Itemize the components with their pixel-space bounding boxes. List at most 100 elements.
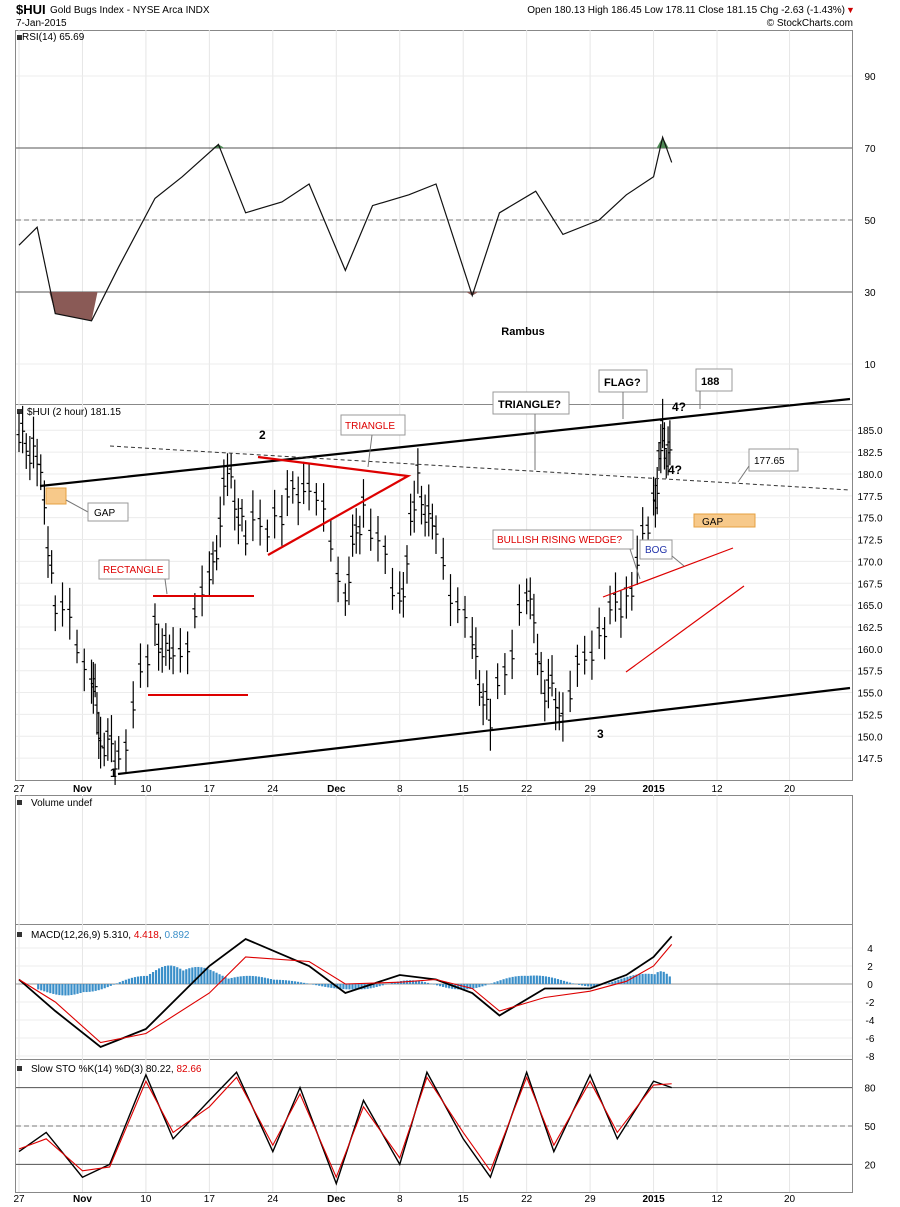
price-legend-swatch (17, 409, 22, 414)
macd-hist-bar-0-4 (49, 984, 52, 994)
wedge-upper (602, 547, 734, 598)
macd-hist-bar-9-19 (584, 984, 587, 986)
wave-1-label: 1 (110, 766, 117, 780)
price-y-tick-0: 147.5 (857, 754, 882, 765)
price-panel-frame (15, 404, 853, 781)
macd-hist-bar-10-17 (641, 973, 644, 984)
sto-legend: Slow STO %K(14) %D(3) 80.22, 82.66 (31, 1064, 202, 1075)
macd-hist-bar-8-9 (490, 983, 493, 984)
x-tick-label-upper-5: Dec (327, 784, 346, 795)
wave-2-label: 2 (259, 428, 266, 442)
macd-hist-bar-7-13 (448, 984, 451, 989)
macd-hist-bar-8-12 (499, 980, 502, 984)
macd-hist-bar-2-4 (158, 968, 161, 984)
macd-hist-bar-3-3 (191, 967, 194, 984)
macd-hist-bar-9-7 (547, 976, 551, 984)
level-callout (748, 448, 799, 472)
sto-legend-swatch (17, 1066, 22, 1071)
sto-k-line (18, 1070, 672, 1186)
rambus-label: Rambus (501, 326, 544, 338)
wave-3-label: 3 (597, 727, 604, 741)
macd-hist-bar-9-2 (532, 975, 535, 984)
macd-hist-bar-5-7 (293, 981, 297, 984)
quote-line: Open 180.13 High 186.45 Low 178.11 Close… (527, 5, 845, 16)
macd-hist-bar-9-9 (553, 978, 557, 984)
macd-hist-bar-1-13 (121, 980, 124, 984)
macd-hist-bar-4-12 (263, 977, 266, 984)
macd-panel-frame (15, 924, 853, 1060)
index-name: Gold Bugs Index - NYSE Arca INDX (50, 5, 210, 16)
price-y-tick-4: 157.5 (857, 667, 882, 678)
macd-hist-bar-5-24 (345, 984, 348, 990)
macd-hist-bar-7-16 (457, 984, 460, 990)
macd-hist-bar-8-16 (511, 976, 514, 984)
macd-y-tick-2: -4 (866, 1016, 875, 1027)
wedge-pointer (629, 548, 641, 580)
macd-hist-bar-0-13 (76, 984, 79, 994)
macd-hist-bar-5-18 (327, 984, 330, 988)
macd-hist-bar-8-14 (505, 978, 508, 984)
x-tick-label-upper-8: 22 (521, 784, 533, 795)
macd-hist-bar-11-5 (668, 976, 671, 984)
rsi-line (18, 135, 673, 322)
macd-hist-bar-4-2 (233, 977, 236, 984)
rsi-legend-swatch (17, 35, 22, 40)
macd-hist-bar-1-3 (91, 984, 94, 992)
macd-hist-bar-10-9 (617, 979, 620, 984)
symbol-label: $HUI (16, 2, 46, 17)
macd-hist-bar-6-9 (381, 984, 384, 986)
price-y-tick-14: 182.5 (857, 448, 882, 459)
macd-hist-bar-11-3 (662, 971, 665, 984)
macd-hist-bar-9-3 (535, 975, 538, 984)
macd-hist-bar-2-3 (154, 970, 158, 984)
macd-hist-bar-0-8 (61, 984, 64, 996)
macd-hist-bar-3-12 (218, 974, 221, 984)
triangle-q-callout (492, 391, 570, 415)
x-tick-label-lower-1: Nov (73, 1194, 92, 1205)
rsi-y-tick-3: 70 (864, 144, 876, 155)
macd-hist-bar-1-16 (130, 977, 134, 984)
macd-hist-bar-6-1 (357, 984, 360, 990)
macd-hist-bar-0-6 (55, 984, 58, 995)
macd-hist-bar-6-7 (375, 984, 378, 987)
macd-hist-bar-6-6 (372, 984, 375, 988)
macd-hist-bar-11-0 (653, 974, 656, 984)
volume-panel-frame (15, 795, 853, 925)
macd-hist-bar-7-2 (414, 980, 418, 984)
macd-hist-bar-1-9 (109, 984, 112, 986)
x-tick-label-upper-3: 17 (204, 784, 216, 795)
x-tick-label-lower-9: 29 (585, 1194, 597, 1205)
x-tick-label-lower-7: 15 (458, 1194, 470, 1205)
rsi-oversold-fill-4 (49, 292, 98, 321)
macd-hist-bar-4-5 (242, 976, 245, 984)
macd-line (18, 935, 673, 1049)
x-tick-label-lower-4: 24 (267, 1194, 279, 1205)
macd-hist-value: 0.892 (164, 930, 189, 941)
macd-hist-bar-4-11 (260, 977, 263, 984)
level-label: 177.65 (754, 456, 785, 467)
macd-hist-bar-4-9 (254, 976, 257, 984)
macd-hist-bar-0-3 (46, 984, 49, 993)
macd-hist-bar-0-14 (79, 984, 82, 994)
price-y-tick-11: 175.0 (857, 514, 882, 525)
macd-hist-bar-10-7 (611, 981, 614, 984)
macd-hist-bar-9-18 (581, 984, 584, 986)
rsi-y-tick-0: 10 (864, 360, 876, 371)
wedge-callout (492, 529, 634, 550)
price-y-tick-2: 152.5 (857, 710, 882, 721)
change-down-icon: ▼ (846, 5, 855, 15)
x-tick-label-lower-10: 2015 (642, 1194, 665, 1205)
macd-hist-bar-3-6 (200, 967, 203, 984)
macd-hist-bar-9-6 (544, 976, 547, 984)
macd-hist-bar-11-4 (665, 973, 668, 984)
macd-hist-bar-10-19 (647, 973, 650, 984)
macd-hist-bar-7-12 (445, 984, 448, 988)
price-y-tick-13: 180.0 (857, 470, 882, 481)
macd-hist-bar-10-1 (593, 984, 596, 987)
macd-hist-bar-8-13 (502, 979, 505, 984)
macd-hist-bar-3-0 (182, 970, 185, 984)
macd-hist-bar-4-1 (230, 977, 233, 984)
macd-hist-bar-2-8 (170, 965, 173, 984)
macd-hist-bar-1-18 (136, 976, 140, 984)
macd-hist-bar-0-7 (58, 984, 61, 996)
